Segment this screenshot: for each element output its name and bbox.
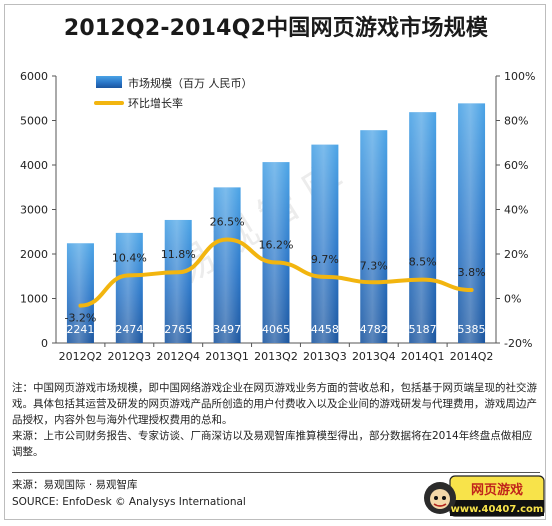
y2-tick-label: 60%: [504, 159, 528, 172]
bar-highlight: [311, 144, 339, 343]
chart-notes: 注：中国网页游戏市场规模，即中国网络游戏企业在网页游戏业务方面的营收总和，包括基…: [12, 380, 540, 460]
x-tick-label: 2014Q2: [450, 350, 494, 363]
x-tick-label: 2014Q1: [401, 350, 445, 363]
y-tick-label: 4000: [20, 159, 48, 172]
source-cn: 来源：易观国际 · 易观智库: [12, 479, 138, 491]
source-block: 来源：易观国际 · 易观智库 SOURCE: EnfoDesk © Analys…: [12, 477, 246, 511]
bar-value-label: 4782: [360, 323, 388, 336]
bar-value-label: 2241: [66, 323, 94, 336]
bar-value-label: 5385: [458, 323, 486, 336]
line-value-label: 7.3%: [360, 259, 388, 272]
x-tick-label: 2013Q4: [352, 350, 396, 363]
badge-text: 网页游戏: [471, 482, 523, 498]
bar-highlight: [262, 162, 290, 343]
source-en: SOURCE: EnfoDesk © Analysys Internationa…: [12, 496, 246, 508]
y2-tick-label: -20%: [504, 337, 532, 350]
line-value-label: 16.2%: [259, 238, 294, 251]
line-value-label: 26.5%: [210, 216, 245, 229]
y-tick-label: 5000: [20, 115, 48, 128]
x-tick-label: 2012Q4: [156, 350, 200, 363]
divider: [12, 472, 540, 473]
line-value-label: -3.2%: [64, 312, 96, 325]
chart-area: 易观智库 0100020003000400050006000-20%0%20%4…: [20, 70, 535, 363]
line-value-label: 10.4%: [112, 251, 147, 264]
y-tick-label: 3000: [20, 204, 48, 217]
legend-label-line: 环比增长率: [128, 96, 183, 110]
note-method: 来源：上市公司财务报告、专家访谈、厂商深访以及易观智库推算模型得出，部分数据将在…: [12, 430, 533, 458]
chart-title: 2012Q2-2014Q2中国网页游戏市场规模: [63, 16, 489, 41]
y-tick-label: 6000: [20, 70, 48, 83]
bar-highlight: [164, 219, 192, 343]
bar-value-label: 4458: [311, 323, 339, 336]
y2-tick-label: 40%: [504, 204, 528, 217]
bar-highlight: [458, 103, 486, 344]
bar-value-label: 3497: [213, 323, 241, 336]
y-tick-label: 0: [41, 337, 48, 350]
x-tick-label: 2013Q1: [205, 350, 249, 363]
y2-tick-label: 80%: [504, 115, 528, 128]
bar-highlight: [115, 232, 143, 343]
growth-line: [78, 237, 474, 308]
badge-strip: [450, 500, 544, 516]
badge-url: www.40407.com: [451, 504, 544, 515]
line-value-label: 11.8%: [161, 248, 196, 261]
bar-value-label: 2474: [115, 323, 143, 336]
bar-value-label: 5187: [409, 323, 437, 336]
bar-value-label: 4065: [262, 323, 290, 336]
bar-highlight: [409, 112, 437, 343]
bar-highlight: [213, 187, 241, 343]
bar-highlight: [360, 130, 388, 343]
x-tick-label: 2012Q2: [59, 350, 103, 363]
y-tick-label: 2000: [20, 248, 48, 261]
bar-highlight: [66, 243, 94, 343]
line-value-label: 3.8%: [458, 266, 486, 279]
site-badge: 网页游戏 www.40407.com: [424, 475, 545, 517]
y2-tick-label: 0%: [504, 293, 521, 306]
legend-swatch-bar: [96, 76, 122, 88]
y2-tick-label: 100%: [504, 70, 535, 83]
note-definition: 注：中国网页游戏市场规模，即中国网络游戏企业在网页游戏业务方面的营收总和，包括基…: [12, 382, 537, 426]
bar-value-label: 2765: [164, 323, 192, 336]
x-tick-label: 2013Q3: [303, 350, 347, 363]
line-value-label: 8.5%: [409, 256, 437, 269]
line-value-label: 9.7%: [311, 253, 339, 266]
x-tick-label: 2013Q2: [254, 350, 298, 363]
y-tick-label: 1000: [20, 293, 48, 306]
y2-tick-label: 20%: [504, 248, 528, 261]
legend-label-bar: 市场规模（百万 人民币）: [128, 76, 253, 90]
x-tick-label: 2012Q3: [108, 350, 152, 363]
